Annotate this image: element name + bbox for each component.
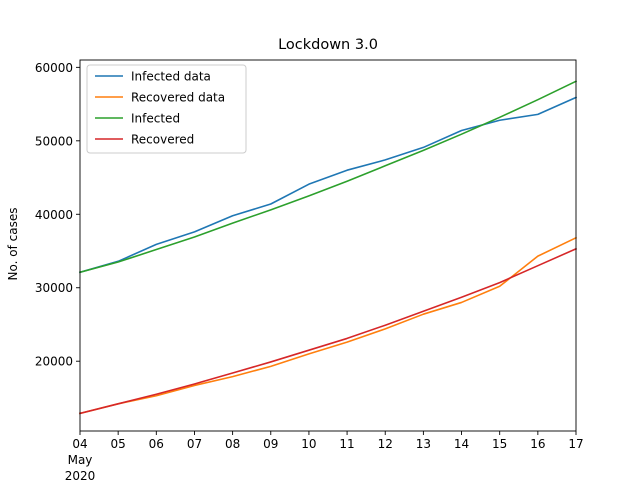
y-tick-label-2: 40000 bbox=[35, 208, 73, 222]
x-tick-label-9: 13 bbox=[416, 437, 431, 451]
y-tick-label-4: 60000 bbox=[35, 61, 73, 75]
x-tick-label-5: 09 bbox=[263, 437, 278, 451]
x-secondary-label-month: May bbox=[68, 453, 93, 467]
legend-label-2: Infected bbox=[131, 112, 180, 126]
series-line-1 bbox=[79, 236, 578, 415]
axes-frame bbox=[79, 59, 577, 432]
x-tick-label-4: 08 bbox=[225, 437, 240, 451]
x-tick-label-12: 16 bbox=[530, 437, 545, 451]
series-line-3 bbox=[79, 247, 578, 415]
legend-box bbox=[86, 64, 247, 154]
y-tick-label-0: 20000 bbox=[35, 355, 73, 369]
x-tick-label-6: 10 bbox=[301, 437, 316, 451]
x-tick-label-7: 11 bbox=[339, 437, 354, 451]
x-secondary-label-year: 2020 bbox=[65, 469, 96, 480]
y-tick-label-1: 30000 bbox=[35, 281, 73, 295]
chart-title: Lockdown 3.0 bbox=[278, 37, 378, 53]
plot-area: 20000 30000 40000 50000 60000 04 05 06 07 08 09 10 1… bbox=[35, 59, 584, 451]
legend-label-0: Infected data bbox=[131, 70, 211, 84]
legend-label-1: Recovered data bbox=[131, 91, 225, 105]
x-tick-label-13: 17 bbox=[568, 437, 583, 451]
x-tick-label-2: 06 bbox=[149, 437, 164, 451]
y-tick-label-3: 50000 bbox=[35, 134, 73, 148]
legend-label-3: Recovered bbox=[131, 133, 194, 147]
x-tick-label-3: 07 bbox=[187, 437, 202, 451]
x-tick-label-0: 04 bbox=[72, 437, 87, 451]
series-line-0 bbox=[79, 96, 578, 274]
x-tick-label-10: 14 bbox=[454, 437, 469, 451]
x-tick-label-1: 05 bbox=[111, 437, 126, 451]
x-tick-label-8: 12 bbox=[378, 437, 393, 451]
y-axis-label: No. of cases bbox=[6, 208, 20, 281]
x-tick-label-11: 15 bbox=[492, 437, 507, 451]
series-line-2 bbox=[79, 80, 578, 274]
